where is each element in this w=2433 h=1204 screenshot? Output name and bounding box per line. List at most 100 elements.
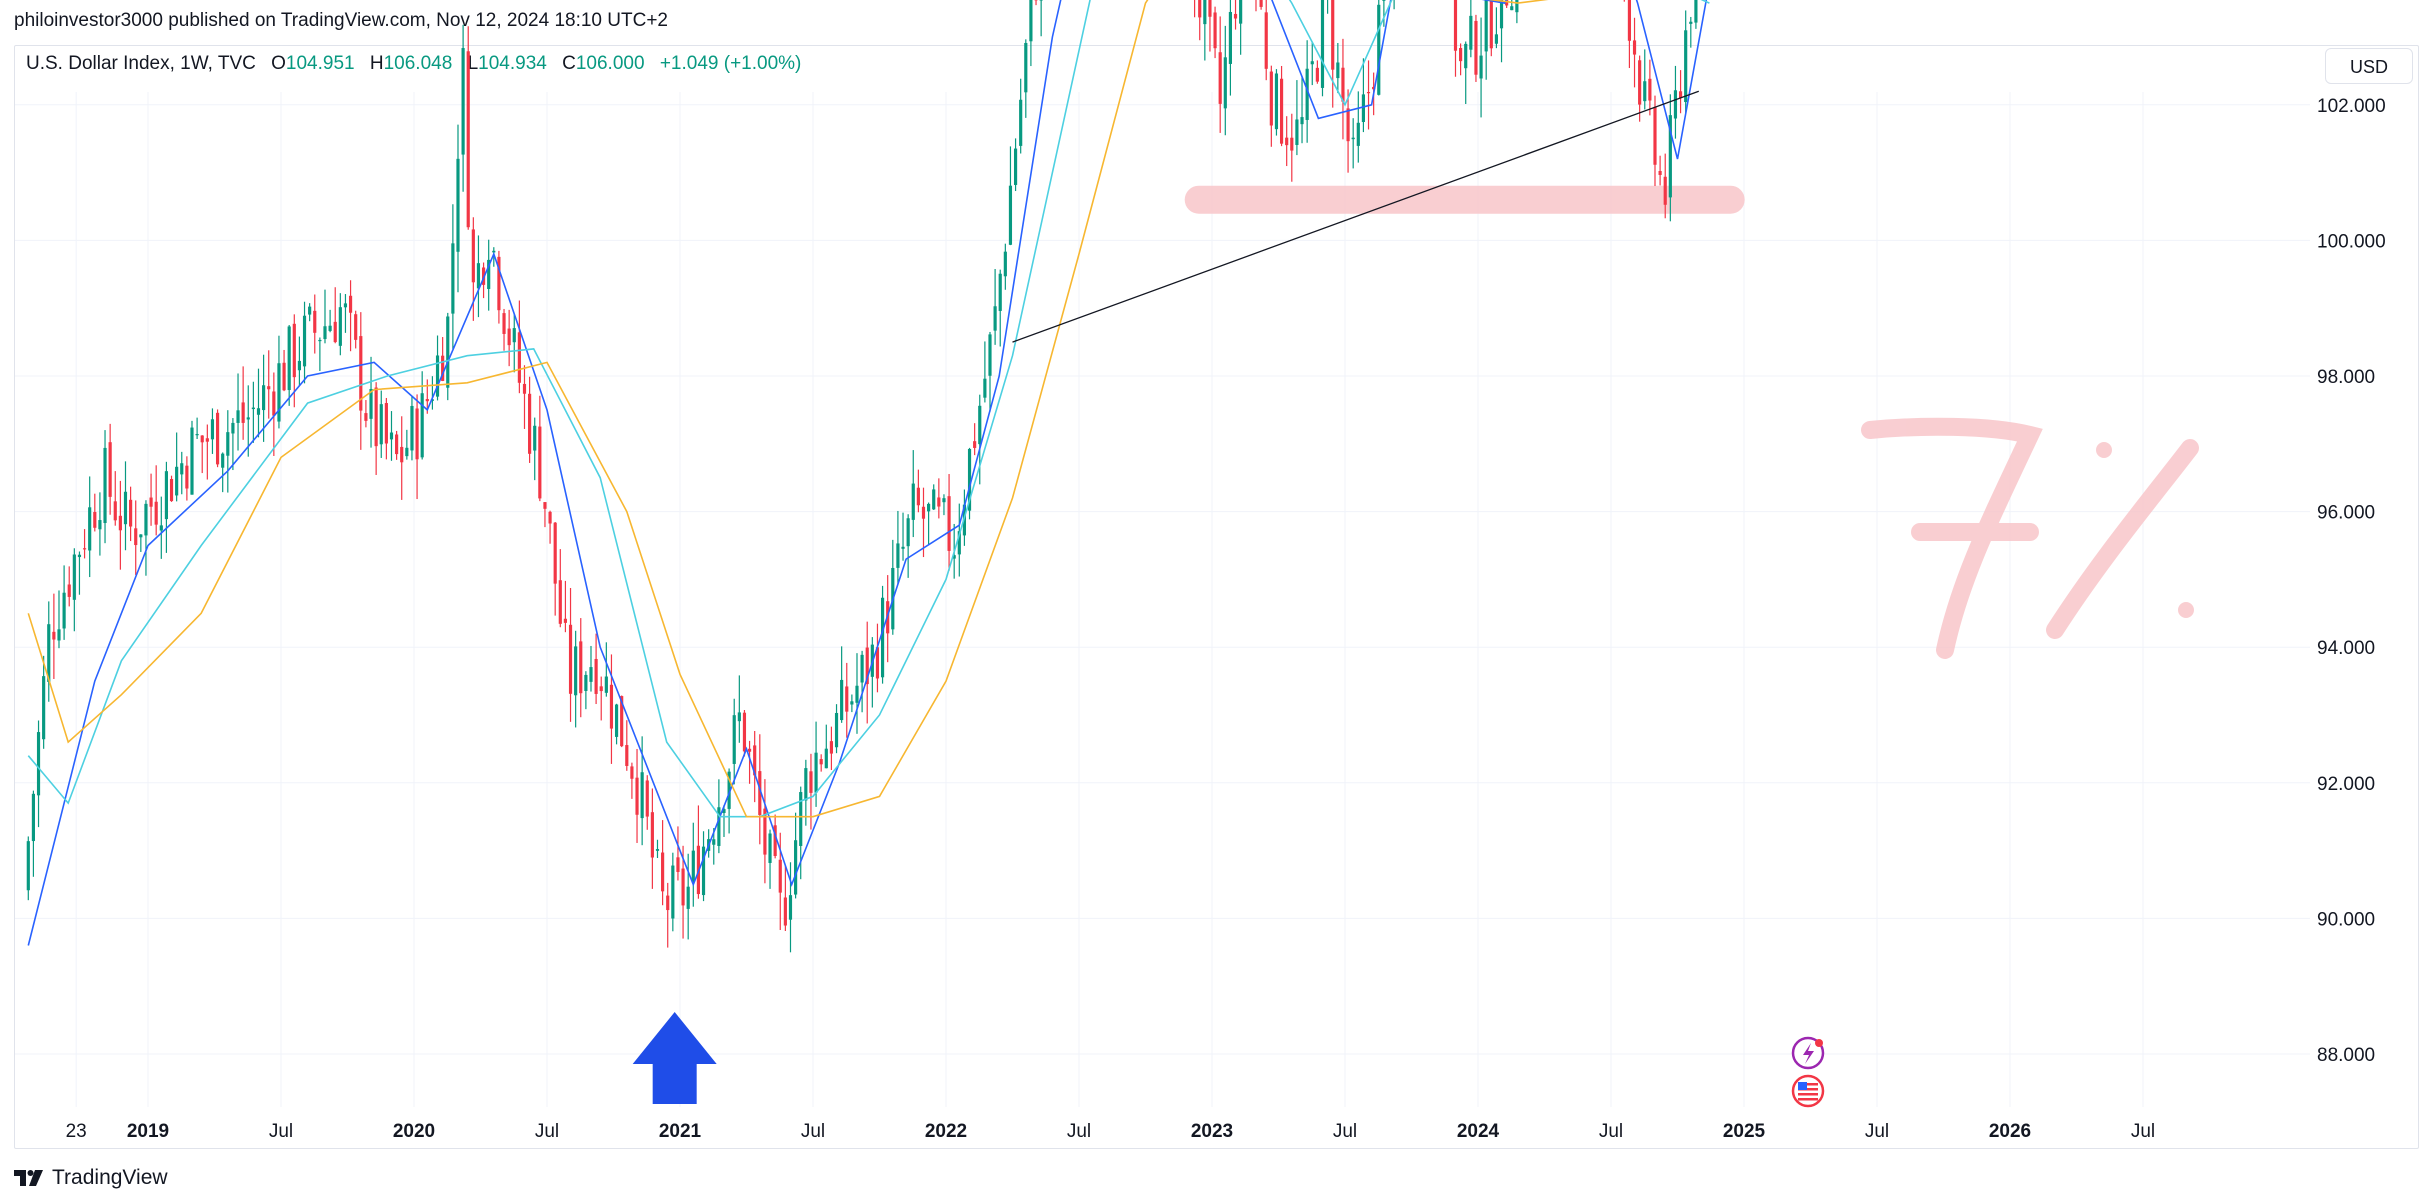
- candle: [635, 748, 639, 843]
- trendline: [1012, 90, 1700, 343]
- candle: [205, 424, 209, 480]
- candle-body: [814, 752, 818, 793]
- candle: [937, 478, 941, 519]
- candle: [911, 450, 915, 538]
- candle-body: [952, 555, 956, 559]
- candle-body: [548, 511, 552, 524]
- blue-arrow-icon: [632, 1012, 717, 1104]
- candle: [507, 309, 511, 367]
- candle-body: [190, 427, 194, 495]
- candle-body: [1315, 67, 1319, 82]
- annotation-seven-stroke: [1861, 417, 2043, 659]
- candle: [1279, 65, 1284, 147]
- candle-body: [1336, 62, 1340, 79]
- legend-close-label: C: [562, 53, 576, 74]
- annotation-slash: [2046, 439, 2199, 639]
- candle: [1341, 38, 1345, 140]
- candle: [123, 461, 128, 551]
- candle-body: [154, 501, 158, 525]
- candle-body: [1341, 67, 1345, 102]
- candle: [1623, 0, 1625, 2]
- candle-body: [267, 386, 271, 390]
- candle-body: [369, 388, 373, 419]
- candle: [323, 289, 327, 344]
- legend-open-value: 104.951: [285, 53, 355, 74]
- candle-body: [236, 410, 240, 423]
- legend-symbol[interactable]: U.S. Dollar Index, 1W, TVC: [26, 53, 256, 74]
- candle-body: [348, 295, 353, 313]
- candle-body: [52, 631, 56, 640]
- candle: [1013, 138, 1018, 192]
- candle: [226, 410, 230, 493]
- candle: [236, 373, 240, 451]
- candle: [287, 325, 291, 406]
- candle-body: [1239, 0, 1243, 24]
- candle-body: [947, 496, 951, 551]
- candle: [579, 618, 583, 718]
- candle: [487, 239, 491, 311]
- candle-body: [210, 419, 215, 440]
- candle-body: [262, 385, 266, 411]
- candle-body: [676, 857, 680, 872]
- candle: [1361, 58, 1366, 133]
- candle-body: [1453, 0, 1458, 51]
- candle: [1239, 0, 1243, 55]
- flag-stripe: [1798, 1088, 1818, 1091]
- candle-body: [379, 404, 383, 445]
- candle: [1336, 42, 1340, 94]
- candle-body: [318, 339, 322, 342]
- candle: [1213, 6, 1217, 59]
- candle-body: [328, 325, 332, 331]
- candle: [1663, 153, 1667, 219]
- candle-body: [88, 507, 92, 551]
- candle: [696, 805, 701, 899]
- chart-legend: U.S. Dollar Index, 1W, TVC O104.951 H106…: [26, 53, 811, 75]
- candle: [1648, 59, 1652, 116]
- candle-body: [783, 897, 787, 926]
- candle-body: [574, 646, 578, 696]
- candle: [1489, 0, 1493, 57]
- candle: [395, 430, 399, 460]
- candle: [379, 390, 383, 458]
- candle-body: [47, 624, 51, 682]
- candle-body: [1351, 137, 1355, 140]
- candle-body: [1499, 0, 1504, 29]
- candle-body: [139, 534, 143, 538]
- currency-button[interactable]: USD: [2325, 48, 2413, 84]
- candle-body: [507, 328, 511, 346]
- candle: [686, 853, 690, 940]
- candle: [384, 397, 388, 460]
- candle: [1453, 0, 1458, 77]
- candle-body: [543, 502, 547, 509]
- candle-body: [282, 362, 286, 391]
- candle: [256, 368, 261, 438]
- y-axis-tick-label: 88.000: [2317, 1045, 2375, 1066]
- moving-average-line: [27, 0, 1549, 818]
- candle: [72, 548, 76, 632]
- candle: [747, 740, 752, 784]
- candle-body: [804, 768, 808, 801]
- candle-body: [195, 434, 199, 436]
- candle: [164, 461, 169, 553]
- candle-body: [655, 849, 660, 851]
- candle: [476, 235, 481, 318]
- tradingview-logo[interactable]: TradingView: [14, 1166, 168, 1190]
- candle-body: [1489, 0, 1493, 49]
- candle: [374, 382, 378, 475]
- candle: [1331, 0, 1335, 108]
- y-axis-tick-label: 96.000: [2317, 503, 2375, 524]
- candle: [1668, 94, 1672, 222]
- legend-high-value: 106.048: [383, 53, 453, 74]
- candle: [742, 709, 747, 757]
- candle-body: [359, 336, 363, 411]
- candle: [456, 124, 460, 293]
- candle: [1505, 0, 1509, 8]
- candle: [568, 587, 573, 722]
- candle-body: [149, 497, 153, 507]
- candle-body: [405, 447, 409, 457]
- candle: [1024, 39, 1028, 118]
- candle-body: [476, 263, 481, 289]
- candle: [1290, 113, 1294, 182]
- candle-body: [998, 273, 1002, 311]
